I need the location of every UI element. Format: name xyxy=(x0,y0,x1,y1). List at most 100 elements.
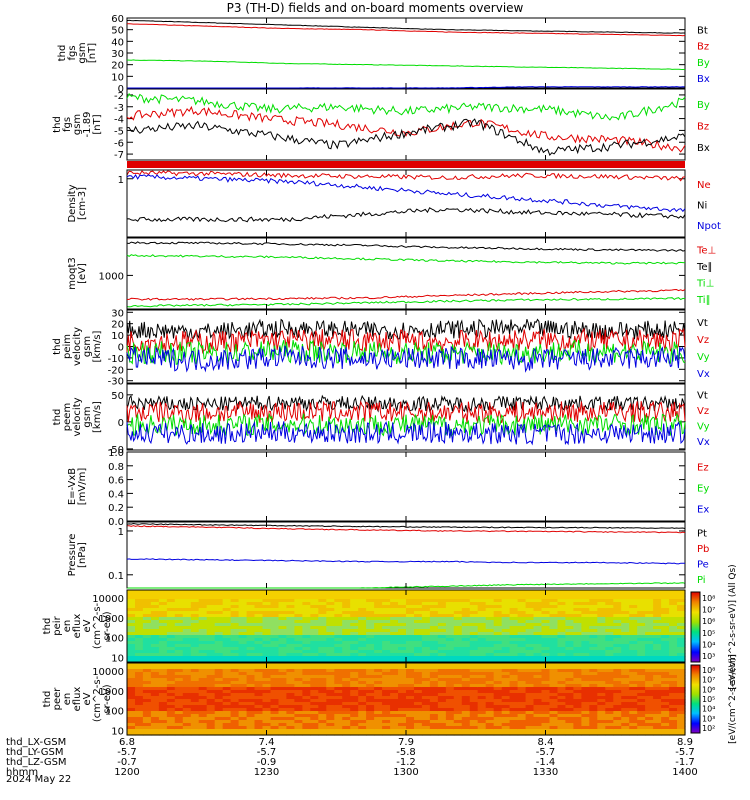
spectrogram-cell xyxy=(127,714,136,718)
spectrogram-cell xyxy=(166,599,176,603)
spectrogram-cell xyxy=(677,614,686,618)
spectrogram-cell xyxy=(485,732,495,736)
spectrogram-cell xyxy=(342,617,351,621)
spectrogram-cell xyxy=(461,696,471,700)
spectrogram-cell xyxy=(246,672,256,676)
spectrogram-cell xyxy=(246,705,256,709)
spectrogram-cell xyxy=(270,620,280,624)
spectrogram-cell xyxy=(127,696,136,700)
spectrogram-cell xyxy=(398,678,407,682)
spectrogram-cell xyxy=(493,666,503,670)
spectrogram-cell xyxy=(414,705,423,709)
spectrogram-cell xyxy=(262,599,272,603)
spectrogram-cell xyxy=(198,623,208,627)
spectrogram-cell xyxy=(453,644,463,648)
spectrogram-cell xyxy=(198,705,208,709)
spectrogram-cell xyxy=(406,626,415,630)
spectrogram-cell xyxy=(390,590,399,594)
spectrogram-cell xyxy=(605,702,614,706)
spectrogram-cell xyxy=(334,590,343,594)
spectrogram-cell xyxy=(605,732,614,736)
spectrogram-cell xyxy=(613,596,622,600)
spectrogram-cell xyxy=(270,605,280,609)
spectrogram-cell xyxy=(270,663,280,667)
spectrogram-cell xyxy=(557,647,567,651)
spectrogram-cell xyxy=(565,699,574,703)
spectrogram-cell xyxy=(270,641,280,645)
spectrogram-cell xyxy=(166,623,176,627)
spectrogram-cell xyxy=(174,650,184,654)
spectrogram-cell xyxy=(581,723,590,727)
spectrogram-cell xyxy=(565,608,574,612)
spectrogram-cell xyxy=(366,702,375,706)
spectrogram-cell xyxy=(669,666,678,670)
spectrogram-cell xyxy=(477,611,487,615)
spectrogram-cell xyxy=(437,644,447,648)
spectrogram-cell xyxy=(429,708,439,712)
spectrogram-cell xyxy=(573,693,582,697)
spectrogram-cell xyxy=(198,696,208,700)
spectrogram-cell xyxy=(525,605,535,609)
series-line-Bz xyxy=(126,23,686,37)
spectrogram-cell xyxy=(645,641,654,645)
spectrogram-cell xyxy=(509,705,519,709)
spectrogram-cell xyxy=(645,708,654,712)
spectrogram-cell xyxy=(581,641,590,645)
spectrogram-cell xyxy=(198,653,208,657)
spectrogram-cell xyxy=(238,638,248,642)
spectrogram-cell xyxy=(437,650,447,654)
spectrogram-cell xyxy=(414,635,423,639)
spectrogram-cell xyxy=(501,726,511,730)
spectrogram-cell xyxy=(453,696,463,700)
spectrogram-cell xyxy=(573,593,582,597)
spectrogram-cell xyxy=(238,711,248,715)
spectrogram-cell xyxy=(190,599,200,603)
spectrogram-cell xyxy=(485,641,495,645)
spectrogram-cell xyxy=(158,644,168,648)
spectrogram-cell xyxy=(302,717,311,721)
spectrogram-cell xyxy=(318,675,327,679)
spectrogram-cell xyxy=(477,684,487,688)
spectrogram-cell xyxy=(198,675,208,679)
spectrogram-cell xyxy=(398,708,407,712)
spectrogram-cell xyxy=(190,593,200,597)
spectrogram-cell xyxy=(286,681,295,685)
spectrogram-cell xyxy=(677,656,686,660)
spectrogram-cell xyxy=(158,720,168,724)
spectrogram-cell xyxy=(573,666,582,670)
spectrogram-cell xyxy=(238,666,248,670)
spectrogram-cell xyxy=(398,620,407,624)
spectrogram-cell xyxy=(294,678,303,682)
spectrogram-cell xyxy=(645,626,654,630)
spectrogram-cell xyxy=(581,632,590,636)
spectrogram-cell xyxy=(557,678,567,682)
spectrogram-cell xyxy=(629,732,638,736)
spectrogram-cell xyxy=(406,629,415,633)
spectrogram-cell xyxy=(366,644,375,648)
spectrogram-cell xyxy=(653,672,662,676)
spectrogram-cell xyxy=(214,608,224,612)
spectrogram-cell xyxy=(549,596,559,600)
spectrogram-cell xyxy=(350,690,359,694)
spectrogram-cell xyxy=(342,723,351,727)
spectrogram-cell xyxy=(302,638,311,642)
spectrogram-cell xyxy=(461,638,471,642)
spectrogram-cell xyxy=(310,599,319,603)
spectrogram-cell xyxy=(525,699,535,703)
spectrogram-cell xyxy=(142,602,152,606)
spectrogram-cell xyxy=(485,605,495,609)
spectrogram-cell xyxy=(382,690,391,694)
spectrogram-cell xyxy=(453,693,463,697)
spectrogram-cell xyxy=(629,635,638,639)
spectrogram-cell xyxy=(214,678,224,682)
spectrogram-cell xyxy=(142,705,152,709)
spectrogram-cell xyxy=(166,720,176,724)
spectrogram-cell xyxy=(270,617,280,621)
spectrogram-cell xyxy=(278,732,288,736)
spectrogram-cell xyxy=(270,705,280,709)
spectrogram-cell xyxy=(613,687,622,691)
spectrogram-cell xyxy=(190,608,200,612)
spectrogram-cell xyxy=(589,705,598,709)
spectrogram-cell xyxy=(517,656,527,660)
spectrogram-cell xyxy=(461,711,471,715)
